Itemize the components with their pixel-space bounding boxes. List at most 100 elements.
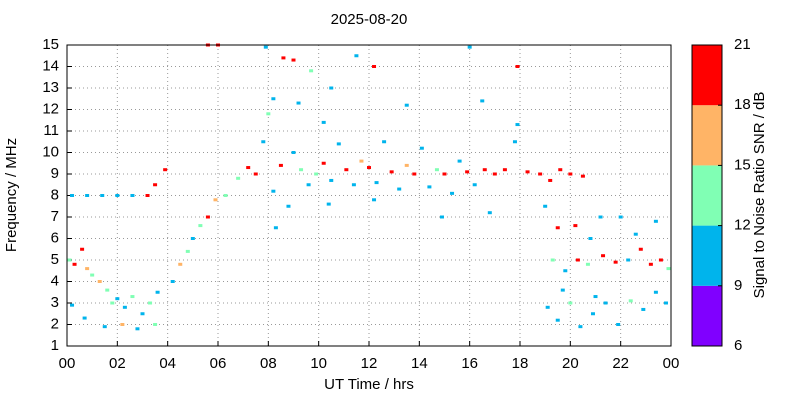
data-point — [145, 194, 150, 197]
colorbar-frame — [691, 44, 723, 347]
x-tick-label: 18 — [512, 355, 529, 372]
data-point — [487, 211, 492, 215]
data-point — [382, 140, 387, 144]
data-point — [82, 316, 87, 320]
x-tick-label: 20 — [562, 355, 579, 372]
data-point — [480, 99, 485, 103]
data-point — [120, 323, 125, 326]
data-point — [442, 172, 447, 176]
data-point — [568, 172, 573, 176]
data-point — [653, 290, 658, 294]
data-point — [618, 215, 623, 219]
x-tick-label: 22 — [612, 355, 629, 372]
data-point — [70, 194, 75, 197]
data-point — [236, 176, 241, 180]
colorbar-tick-label: 18 — [734, 96, 751, 113]
y-tick-label: 8 — [51, 186, 59, 203]
data-point — [633, 232, 638, 236]
data-point — [550, 258, 555, 262]
y-tick-label: 2 — [51, 315, 59, 332]
data-point — [70, 303, 75, 307]
data-point — [85, 194, 90, 197]
data-point — [434, 168, 439, 172]
data-point — [515, 123, 520, 127]
data-point — [105, 288, 110, 292]
data-point — [246, 166, 251, 170]
data-point — [563, 269, 568, 273]
data-point — [450, 191, 455, 195]
colorbar-segment — [692, 105, 722, 166]
data-point — [419, 146, 424, 150]
data-point — [555, 226, 560, 230]
colorbar-tick-label: 6 — [734, 337, 742, 354]
data-point — [351, 183, 356, 187]
y-tick-label: 7 — [51, 208, 59, 225]
data-point — [100, 194, 105, 197]
data-point — [271, 97, 276, 101]
x-tick-label: 14 — [411, 355, 428, 372]
data-point — [140, 312, 145, 316]
data-point — [472, 183, 477, 187]
data-point — [205, 215, 210, 219]
y-tick-label: 12 — [42, 100, 59, 117]
data-point — [580, 174, 585, 178]
data-point — [314, 172, 319, 176]
y-tick-label: 10 — [42, 143, 59, 160]
data-point — [163, 168, 168, 172]
data-point — [344, 168, 349, 172]
data-point — [359, 159, 364, 163]
data-point — [286, 204, 291, 208]
data-point — [389, 170, 394, 174]
x-tick-label: 08 — [260, 355, 277, 372]
data-point — [130, 295, 135, 299]
y-tick-label: 13 — [42, 79, 59, 96]
data-point — [658, 258, 663, 262]
data-point — [153, 183, 158, 187]
data-point — [263, 45, 268, 49]
data-point — [198, 224, 203, 228]
data-point — [578, 325, 583, 329]
data-point — [525, 170, 530, 174]
data-point — [457, 159, 462, 163]
data-point — [266, 112, 271, 116]
chart-title: 2025-08-20 — [331, 11, 408, 28]
data-point — [291, 58, 296, 62]
data-point — [281, 56, 286, 60]
data-point — [598, 215, 603, 219]
data-point — [492, 172, 497, 176]
colorbar-segment — [692, 285, 722, 346]
data-point — [545, 305, 550, 309]
data-point — [590, 312, 595, 316]
data-point — [404, 103, 409, 107]
data-point — [329, 178, 334, 182]
colorbar-tick-label: 21 — [734, 36, 751, 53]
data-point — [648, 262, 653, 266]
data-point — [601, 254, 606, 258]
data-point — [603, 301, 608, 305]
y-tick-label: 4 — [51, 272, 59, 289]
data-point — [155, 290, 160, 294]
data-point — [404, 163, 409, 167]
data-point — [309, 69, 314, 73]
data-point — [397, 187, 402, 191]
data-point — [502, 168, 507, 172]
data-point — [148, 301, 153, 305]
data-point — [512, 140, 517, 144]
plot-frame — [66, 44, 672, 347]
data-point — [223, 194, 228, 197]
data-point — [97, 280, 102, 283]
data-point — [593, 295, 598, 299]
data-point — [90, 273, 95, 277]
data-point — [261, 140, 266, 144]
data-point — [638, 247, 643, 251]
data-point — [372, 198, 377, 202]
x-tick-label: 12 — [361, 355, 378, 372]
data-point — [560, 288, 565, 292]
data-point — [538, 172, 543, 176]
y-tick-label: 14 — [42, 57, 59, 74]
data-point — [626, 258, 631, 262]
x-tick-label: 16 — [461, 355, 478, 372]
data-point — [412, 172, 417, 176]
colorbar-tick-label: 15 — [734, 156, 751, 173]
data-point — [115, 297, 120, 301]
